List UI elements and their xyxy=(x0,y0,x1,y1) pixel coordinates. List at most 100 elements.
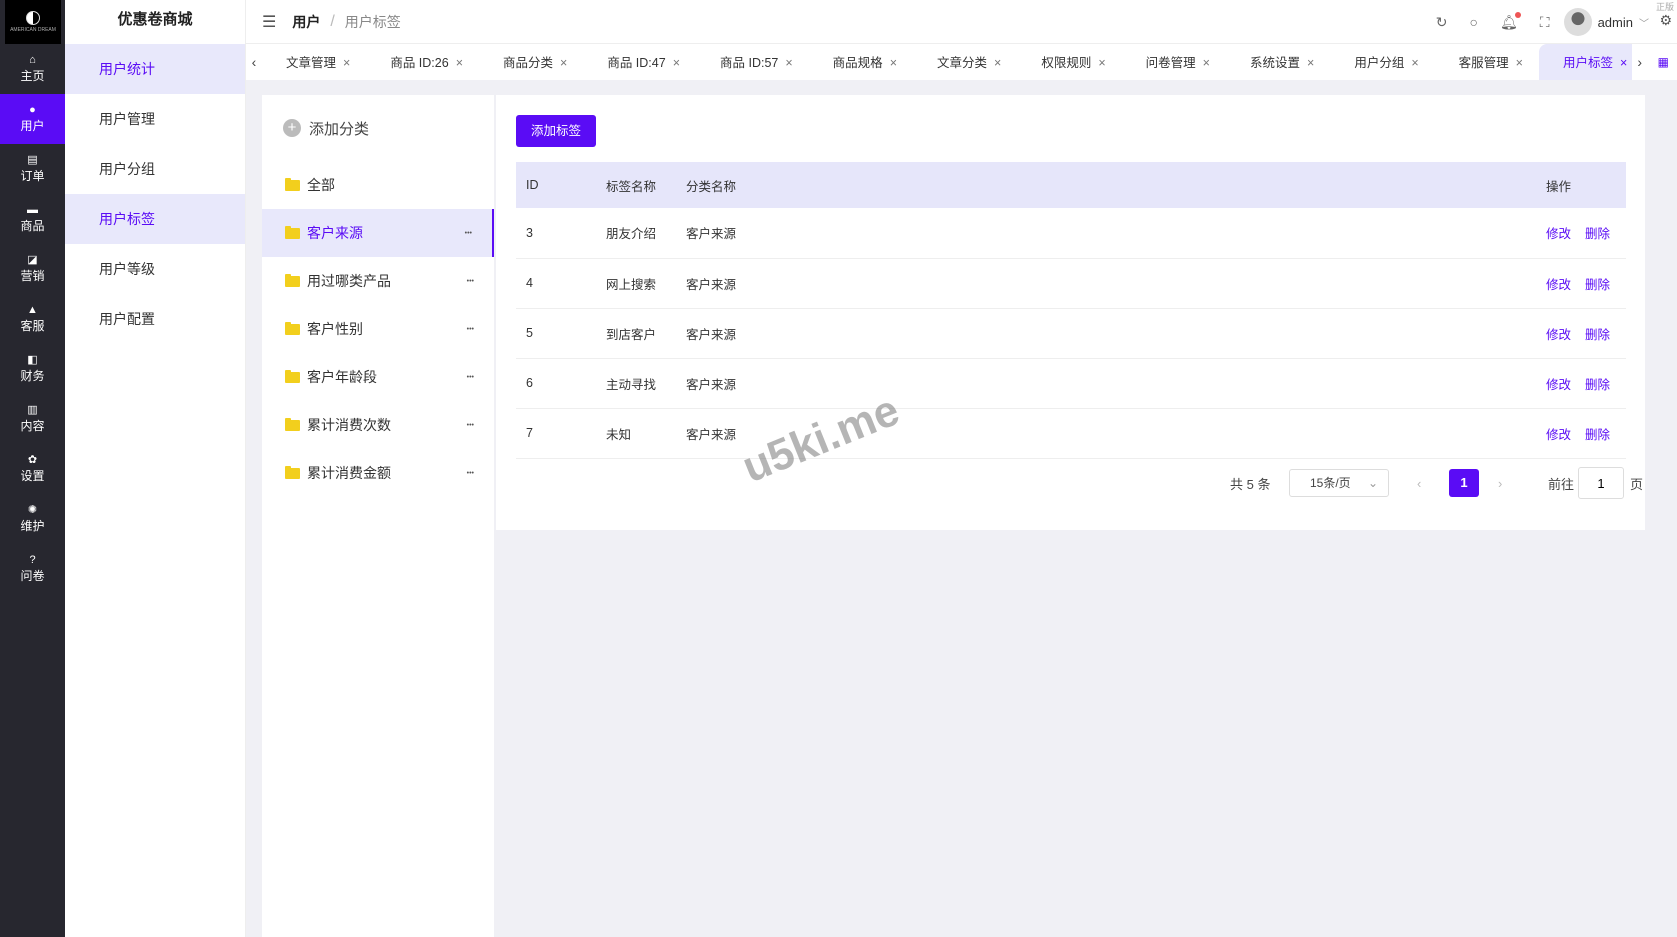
edit-link[interactable]: 修改 xyxy=(1546,227,1572,242)
breadcrumb-parent[interactable]: 用户 xyxy=(292,13,321,30)
nav-item-2[interactable]: ▤ 订单 xyxy=(0,144,65,194)
refresh-icon[interactable]: ↻ xyxy=(1435,13,1448,30)
close-icon[interactable]: × xyxy=(343,56,351,70)
tab-8[interactable]: 问卷管理 × xyxy=(1122,44,1226,80)
folder-icon xyxy=(285,417,300,431)
close-icon[interactable]: × xyxy=(994,56,1002,70)
nav-item-1[interactable]: ● 用户 xyxy=(0,94,65,144)
delete-link[interactable]: 删除 xyxy=(1585,227,1611,242)
close-icon[interactable]: × xyxy=(1619,56,1628,70)
tab-4[interactable]: 商品 ID:57 × xyxy=(696,44,809,80)
cell-id: 3 xyxy=(516,208,596,259)
close-icon[interactable]: × xyxy=(1515,56,1523,70)
tabs-right-arrow-icon[interactable]: › xyxy=(1637,54,1642,70)
nav-item-8[interactable]: ✿ 设置 xyxy=(0,444,65,494)
close-icon[interactable]: × xyxy=(560,56,568,70)
nav-item-7[interactable]: ▥ 内容 xyxy=(0,394,65,444)
close-icon[interactable]: × xyxy=(1202,56,1210,70)
close-icon[interactable]: × xyxy=(455,56,463,70)
tab-9[interactable]: 系统设置 × xyxy=(1226,44,1330,80)
search-icon[interactable]: ○ xyxy=(1469,14,1478,30)
delete-link[interactable]: 删除 xyxy=(1585,327,1611,342)
nav-item-3[interactable]: ▬ 商品 xyxy=(0,194,65,244)
cell-category: 客户来源 xyxy=(676,358,1536,409)
tab-10[interactable]: 用户分组 × xyxy=(1330,44,1434,80)
tab-5[interactable]: 商品规格 × xyxy=(809,44,913,80)
cell-category: 客户来源 xyxy=(676,408,1536,459)
tab-0[interactable]: 文章管理 × xyxy=(262,44,366,80)
category-panel: + 添加分类 全部 客户来源 ••• 用过哪类产品 ••• 客户性别 ••• 客户年龄段 ••• 累… xyxy=(262,95,494,937)
nav-label: 设置 xyxy=(20,469,45,483)
delete-link[interactable]: 删除 xyxy=(1585,377,1611,392)
category-item-5[interactable]: 累计消费次数 ••• xyxy=(262,401,494,449)
category-item-4[interactable]: 客户年龄段 ••• xyxy=(262,353,494,401)
tab-3[interactable]: 商品 ID:47 × xyxy=(583,44,696,80)
category-item-3[interactable]: 客户性别 ••• xyxy=(262,305,494,353)
edit-link[interactable]: 修改 xyxy=(1546,277,1572,292)
user-menu[interactable]: admin ﹀ xyxy=(1563,8,1649,36)
tab-11[interactable]: 客服管理 × xyxy=(1435,44,1539,80)
close-icon[interactable]: × xyxy=(1411,56,1419,70)
menu-toggle-icon[interactable]: ☰ xyxy=(262,13,277,31)
total-count: 共 5 条 xyxy=(1230,476,1271,492)
more-icon[interactable]: ••• xyxy=(464,229,472,237)
submenu-item-5[interactable]: 用户配置 xyxy=(99,311,155,327)
gear-icon[interactable]: ⚙ xyxy=(1659,12,1672,28)
tab-12[interactable]: 用户标签 × xyxy=(1538,44,1632,80)
category-item-2[interactable]: 用过哪类产品 ••• xyxy=(262,257,494,305)
nav-item-6[interactable]: ◧ 财务 xyxy=(0,344,65,394)
close-icon[interactable]: × xyxy=(785,56,793,70)
tab-7[interactable]: 权限规则 × xyxy=(1017,44,1121,80)
add-category-button[interactable]: + 添加分类 xyxy=(262,95,494,161)
fullscreen-icon[interactable]: ⛶ xyxy=(1539,13,1550,30)
cell-id: 7 xyxy=(516,408,596,459)
logo-text: AMERICAN DREAM xyxy=(10,27,56,33)
delete-link[interactable]: 删除 xyxy=(1585,277,1611,292)
edit-link[interactable]: 修改 xyxy=(1546,427,1572,442)
nav-item-10[interactable]: ? 问卷 xyxy=(0,544,65,594)
nav-item-4[interactable]: ◪ 营销 xyxy=(0,244,65,294)
more-icon[interactable]: ••• xyxy=(466,325,474,333)
tab-1[interactable]: 商品 ID:26 × xyxy=(366,44,479,80)
chevron-down-icon: ﹀ xyxy=(1639,18,1649,30)
close-icon[interactable]: × xyxy=(1307,56,1315,70)
nav-item-0[interactable]: ⌂ 主页 xyxy=(0,44,65,94)
edit-link[interactable]: 修改 xyxy=(1546,377,1572,392)
submenu-item-0[interactable]: 用户统计 xyxy=(65,44,245,94)
goto-page-input[interactable] xyxy=(1578,467,1624,499)
delete-link[interactable]: 删除 xyxy=(1585,427,1611,442)
more-icon[interactable]: ••• xyxy=(466,373,474,381)
more-icon[interactable]: ••• xyxy=(466,421,474,429)
username: admin xyxy=(1597,14,1633,30)
add-tag-button[interactable]: 添加标签 xyxy=(516,115,596,147)
tabs-left-arrow-icon[interactable]: ‹ xyxy=(251,54,257,70)
bell-icon[interactable]: 🔔︎ xyxy=(1500,11,1521,31)
category-item-1[interactable]: 客户来源 ••• xyxy=(262,209,494,257)
grid-icon[interactable]: ▦ xyxy=(1657,55,1669,69)
tag-table: ID 标签名称 分类名称 操作 3 朋友介绍 客户来源 修改 删除 4 网上搜索 客户来源 修改… xyxy=(516,162,1626,459)
page-1-button[interactable]: 1 xyxy=(1449,469,1479,497)
submenu-item-3[interactable]: 用户标签 xyxy=(65,194,245,244)
nav-label: 商品 xyxy=(20,219,45,233)
more-icon[interactable]: ••• xyxy=(466,277,474,285)
close-icon[interactable]: × xyxy=(889,56,897,70)
close-icon[interactable]: × xyxy=(1098,56,1106,70)
submenu-item-2[interactable]: 用户分组 xyxy=(99,161,155,177)
nav-item-9[interactable]: ✺ 维护 xyxy=(0,494,65,544)
submenu-item-4[interactable]: 用户等级 xyxy=(99,261,155,277)
prev-page-icon[interactable]: ‹ xyxy=(1417,475,1422,491)
page-size-select[interactable]: 15条/页 ⌄ xyxy=(1289,469,1389,497)
close-icon[interactable]: × xyxy=(672,56,680,70)
nav-item-5[interactable]: ▲ 客服 xyxy=(0,294,65,344)
corner-label: 正版 xyxy=(1655,2,1674,12)
category-label: 客户年龄段 xyxy=(307,369,377,385)
edit-link[interactable]: 修改 xyxy=(1546,327,1572,342)
category-item-6[interactable]: 累计消费金额 ••• xyxy=(262,449,494,497)
submenu-item-1[interactable]: 用户管理 xyxy=(99,111,155,127)
category-item-0[interactable]: 全部 xyxy=(262,161,494,209)
more-icon[interactable]: ••• xyxy=(466,469,474,477)
next-page-icon[interactable]: › xyxy=(1498,475,1503,491)
tab-6[interactable]: 文章分类 × xyxy=(913,44,1017,80)
tab-2[interactable]: 商品分类 × xyxy=(479,44,583,80)
folder-icon xyxy=(285,177,300,191)
